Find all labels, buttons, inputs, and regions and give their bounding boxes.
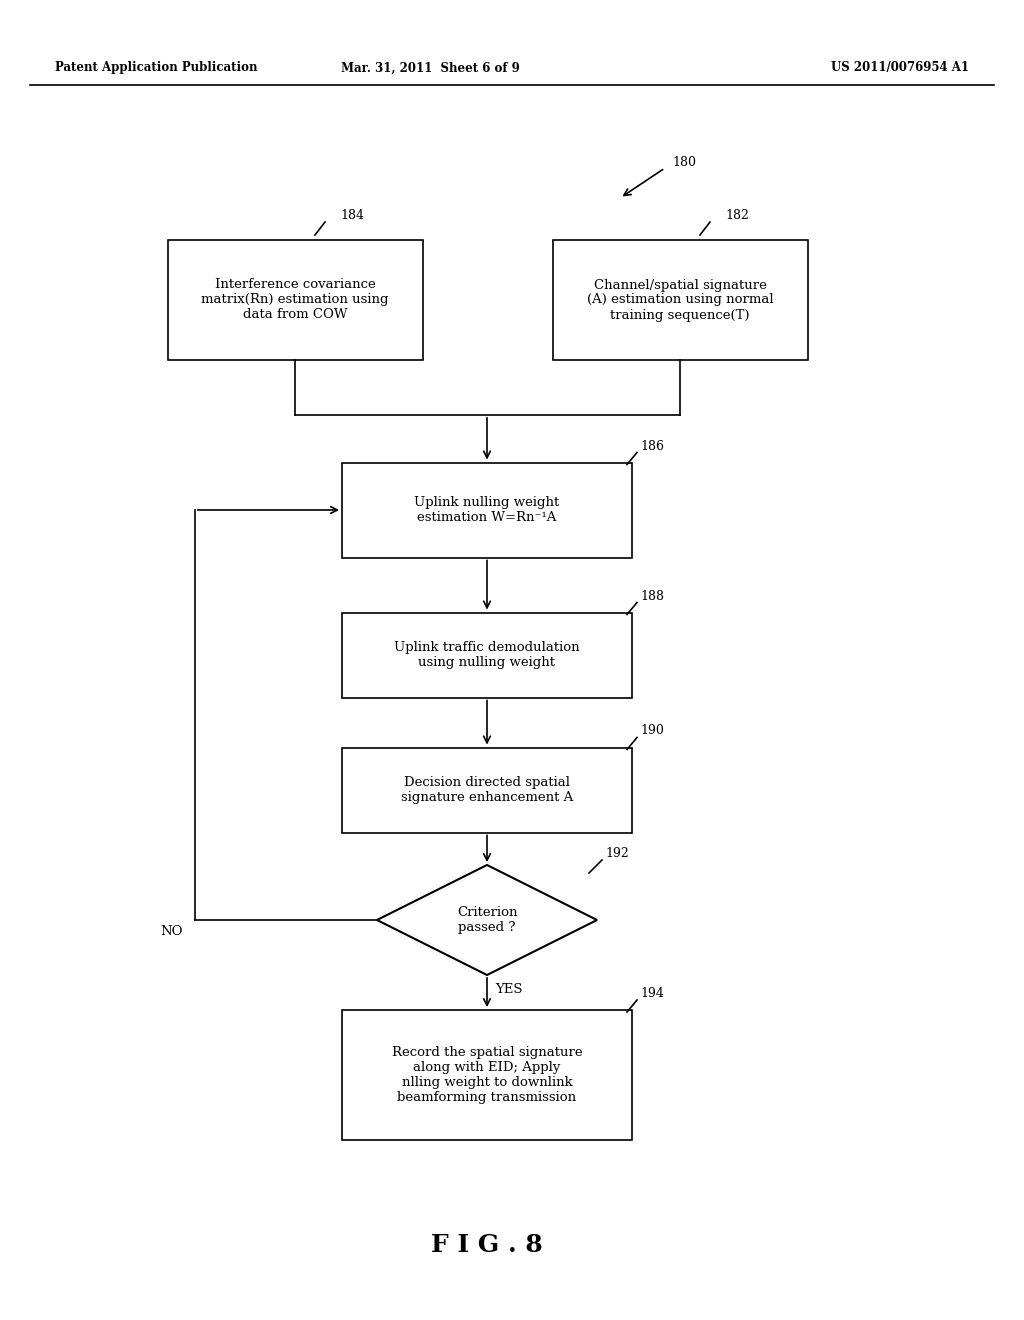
Text: 186: 186 <box>640 440 664 453</box>
Bar <box>342 462 632 557</box>
Text: 192: 192 <box>605 847 629 861</box>
Text: Decision directed spatial
signature enhancement A: Decision directed spatial signature enha… <box>400 776 573 804</box>
Text: NO: NO <box>161 925 183 939</box>
Polygon shape <box>377 865 597 975</box>
Text: 190: 190 <box>640 725 664 738</box>
Text: Mar. 31, 2011  Sheet 6 of 9: Mar. 31, 2011 Sheet 6 of 9 <box>341 62 519 74</box>
Bar <box>342 1010 632 1140</box>
Text: 184: 184 <box>340 209 364 222</box>
Text: 194: 194 <box>640 987 664 1001</box>
Text: US 2011/0076954 A1: US 2011/0076954 A1 <box>831 62 969 74</box>
Bar <box>168 240 423 360</box>
Text: Interference covariance
matrix(Rn) estimation using
data from COW: Interference covariance matrix(Rn) estim… <box>202 279 389 322</box>
Text: F I G . 8: F I G . 8 <box>431 1233 543 1257</box>
Text: 188: 188 <box>640 590 664 602</box>
Text: 182: 182 <box>725 209 749 222</box>
Text: Channel/spatial signature
(A) estimation using normal
training sequence(T): Channel/spatial signature (A) estimation… <box>587 279 773 322</box>
Text: Patent Application Publication: Patent Application Publication <box>55 62 257 74</box>
Text: Uplink traffic demodulation
using nulling weight: Uplink traffic demodulation using nullin… <box>394 642 580 669</box>
Bar <box>553 240 808 360</box>
Bar <box>342 747 632 833</box>
Text: YES: YES <box>495 983 522 997</box>
Text: 180: 180 <box>672 156 696 169</box>
Text: Criterion
passed ?: Criterion passed ? <box>457 906 517 935</box>
Bar <box>342 612 632 697</box>
Text: Record the spatial signature
along with EID; Apply
nlling weight to downlink
bea: Record the spatial signature along with … <box>392 1045 583 1104</box>
Text: Uplink nulling weight
estimation W=Rn⁻¹A: Uplink nulling weight estimation W=Rn⁻¹A <box>415 496 560 524</box>
